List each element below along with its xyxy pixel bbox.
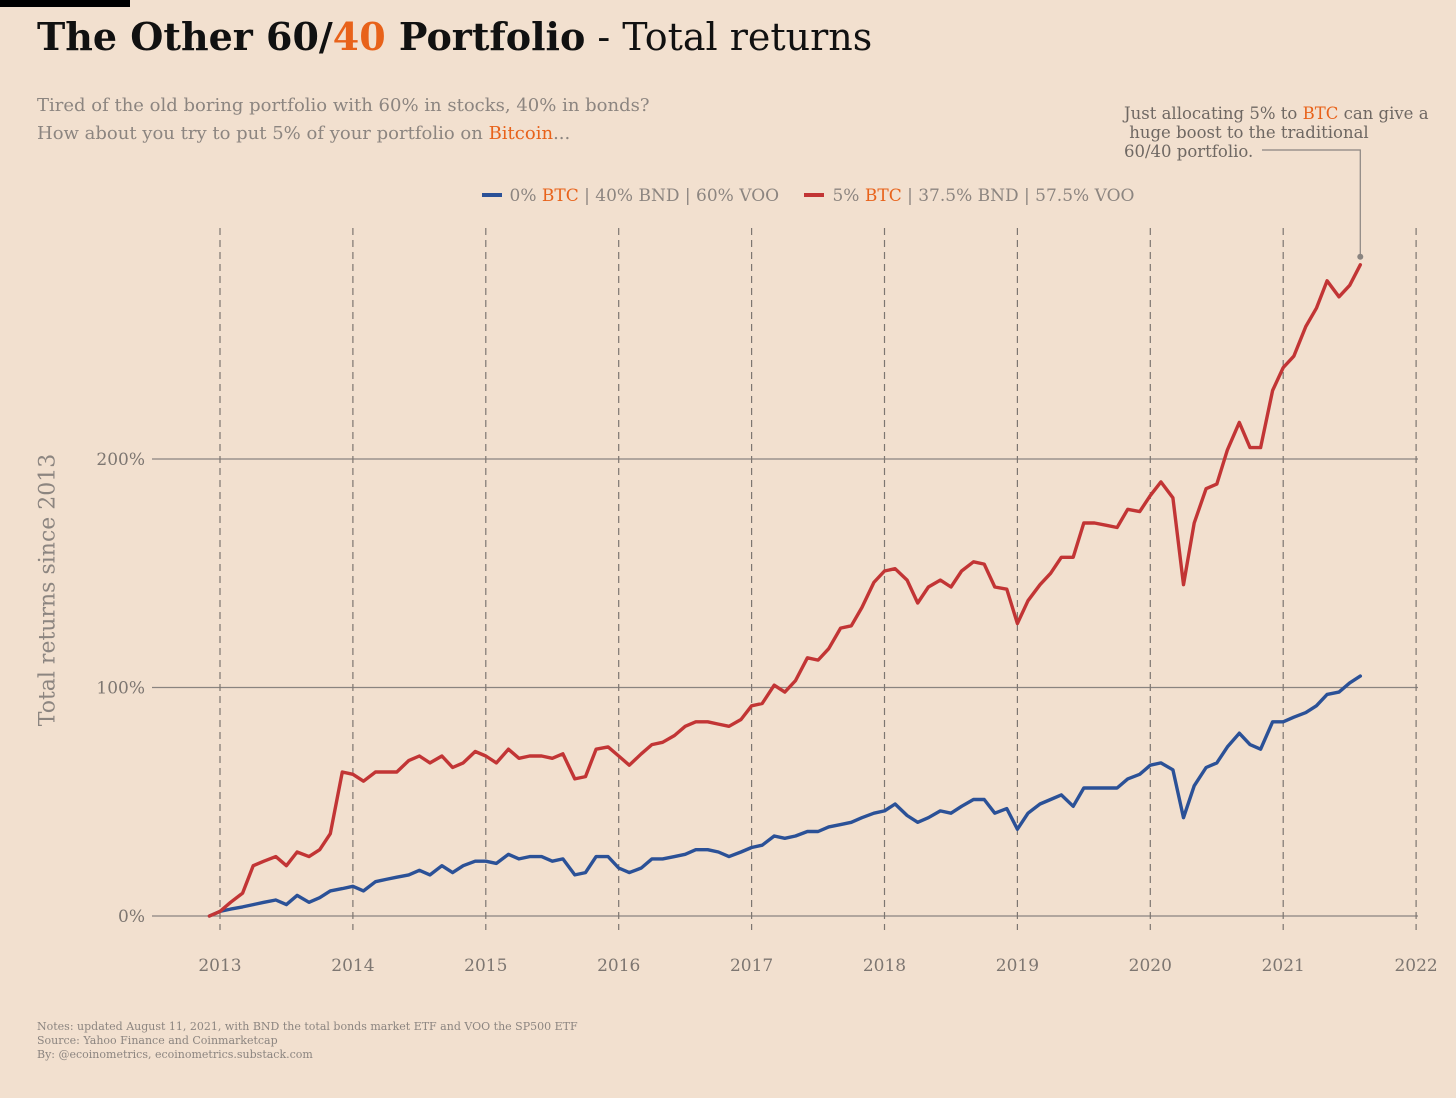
annotation-leader — [1262, 149, 1361, 257]
subtitle-line-2-pre: How about you try to put 5% of your port… — [37, 123, 489, 144]
subtitle-line-2: How about you try to put 5% of your port… — [37, 120, 650, 148]
legend-blue-post: | 40% BND | 60% VOO — [578, 186, 780, 206]
series-line-5btc — [207, 263, 1362, 918]
x-tick-label: 2016 — [597, 956, 640, 976]
legend-item-blue: 0% BTC | 40% BND | 60% VOO — [481, 186, 780, 206]
chart-subtitle: Tired of the old boring portfolio with 6… — [37, 92, 650, 148]
series-line-0btc — [207, 674, 1362, 918]
y-tick-label: 200% — [96, 450, 145, 470]
x-tick-label: 2021 — [1262, 956, 1305, 976]
x-tick-label: 2020 — [1129, 956, 1172, 976]
annotation-line-2: huge boost to the traditional — [1124, 123, 1369, 142]
y-tick-label: 0% — [118, 907, 145, 927]
x-tick-label: 2019 — [996, 956, 1039, 976]
legend-blue-btc: BTC — [541, 186, 579, 206]
x-tick-label: 2014 — [331, 956, 374, 976]
subtitle-line-1: Tired of the old boring portfolio with 6… — [37, 95, 650, 116]
subtitle-bitcoin: Bitcoin — [488, 123, 554, 144]
x-tick-label: 2018 — [863, 956, 906, 976]
y-tick-label: 100% — [96, 679, 145, 699]
annotation-line-1-pre: Just allocating 5% to — [1124, 104, 1303, 123]
annotation-btc: BTC — [1302, 104, 1339, 123]
title-part-4: - Total returns — [585, 15, 873, 59]
legend-red-btc: BTC — [864, 186, 902, 206]
annotation: Just allocating 5% to BTC can give a hug… — [1124, 104, 1429, 161]
annotation-line-1-post: can give a — [1338, 104, 1429, 123]
title-part-3: Portfolio — [385, 14, 586, 59]
legend-blue-pre: 0% — [509, 186, 542, 206]
legend-swatch-red — [804, 192, 825, 197]
x-tick-label: 2017 — [730, 956, 773, 976]
annotation-line-3: 60/40 portfolio. — [1124, 142, 1254, 161]
title-part-accent: 40 — [332, 14, 386, 59]
legend-swatch-blue — [481, 192, 502, 197]
corner-bar — [0, 0, 130, 7]
legend-red-post: | 37.5% BND | 57.5% VOO — [901, 186, 1135, 206]
annotation-line-1: Just allocating 5% to BTC can give a — [1124, 104, 1429, 123]
notes: Notes: updated August 11, 2021, with BND… — [37, 1020, 578, 1062]
legend-red-pre: 5% — [832, 186, 865, 206]
notes-line-3: By: @ecoinometrics, ecoinometrics.substa… — [37, 1048, 313, 1061]
x-tick-label: 2015 — [464, 956, 507, 976]
annotation-dot — [1357, 253, 1364, 260]
chart-title: The Other 60/40 Portfolio - Total return… — [37, 14, 872, 59]
subtitle-line-2-post: ... — [553, 123, 571, 144]
legend: 0% BTC | 40% BND | 60% VOO 5% BTC | 37.5… — [0, 186, 1456, 206]
notes-line-2: Source: Yahoo Finance and Coinmarketcap — [37, 1034, 278, 1047]
x-tick-label: 2022 — [1394, 956, 1437, 976]
legend-item-red: 5% BTC | 37.5% BND | 57.5% VOO — [804, 186, 1134, 206]
title-part-1: The Other 60/ — [37, 14, 333, 59]
x-tick-label: 2013 — [198, 956, 241, 976]
notes-line-1: Notes: updated August 11, 2021, with BND… — [37, 1020, 578, 1033]
